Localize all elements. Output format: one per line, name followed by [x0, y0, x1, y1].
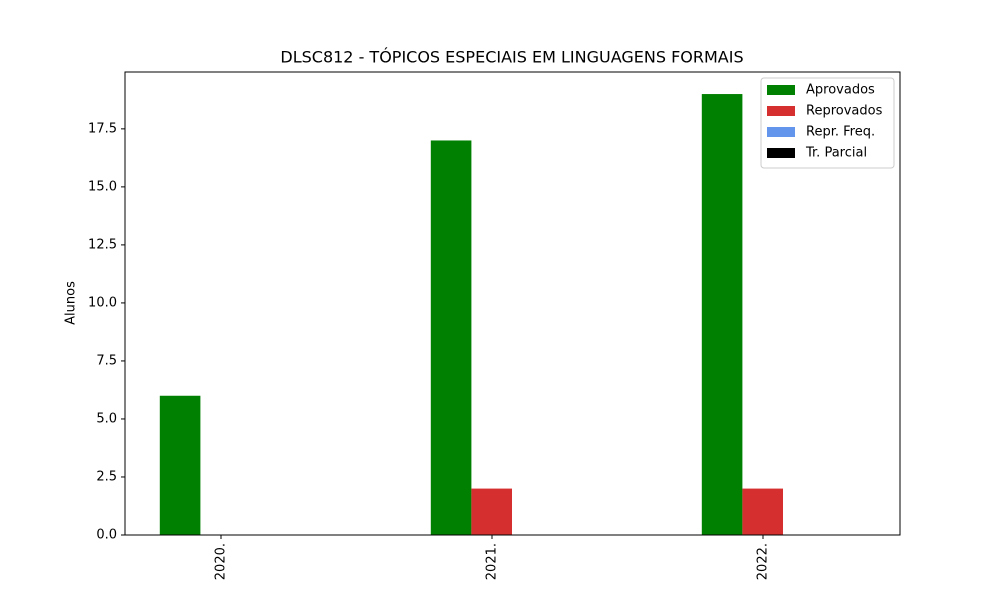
- y-tick-label: 2.5: [96, 469, 117, 484]
- y-axis-label: Alunos: [64, 281, 79, 325]
- bar: [471, 488, 512, 535]
- legend-swatch: [767, 127, 795, 137]
- legend-label: Reprovados: [806, 104, 883, 119]
- chart-title: DLSC812 - TÓPICOS ESPECIAIS EM LINGUAGEN…: [280, 48, 743, 67]
- legend-swatch: [767, 85, 795, 95]
- legend-label: Repr. Freq.: [806, 125, 875, 140]
- y-tick-label: 10.0: [88, 295, 117, 310]
- bar: [430, 140, 472, 535]
- y-tick-label: 0.0: [96, 528, 117, 543]
- bar: [701, 94, 743, 536]
- legend-label: Tr. Parcial: [805, 146, 867, 161]
- y-tick-label: 17.5: [88, 121, 117, 136]
- y-tick-label: 5.0: [96, 411, 117, 426]
- legend-box: [760, 77, 895, 169]
- bar: [742, 488, 783, 535]
- y-tick-label: 7.5: [96, 353, 117, 368]
- legend-swatch: [767, 148, 795, 158]
- bar: [159, 395, 201, 535]
- x-tick-label: 2020.: [214, 543, 229, 580]
- y-tick-label: 15.0: [88, 179, 117, 194]
- legend-label: Aprovados: [806, 83, 875, 98]
- plot-frame: [124, 71, 901, 536]
- x-tick-label: 2021.: [485, 543, 500, 580]
- x-tick-label: 2022.: [756, 543, 771, 580]
- y-tick-label: 12.5: [88, 237, 117, 252]
- legend-swatch: [767, 106, 795, 116]
